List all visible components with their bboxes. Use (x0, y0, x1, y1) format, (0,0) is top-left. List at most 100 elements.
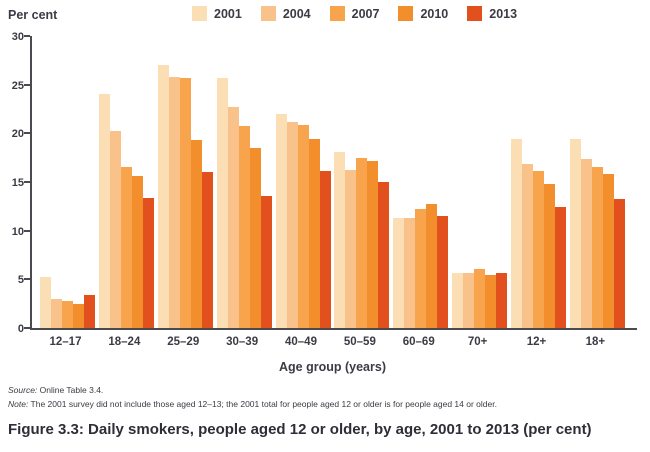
bar-group-70+ (452, 268, 508, 328)
source-label: Source: (8, 385, 38, 395)
bar-2007-12–17 (62, 300, 73, 328)
y-tick-mark-5 (24, 278, 30, 281)
x-tick-label-12+: 12+ (526, 336, 547, 348)
bar-2001-12+ (511, 139, 522, 328)
y-tick-label-20: 20 (11, 128, 24, 141)
bar-group-18+ (569, 139, 625, 328)
bar-2004-70+ (463, 272, 475, 328)
bar-2007-30–39 (238, 125, 250, 328)
x-axis-title: Age group (years) (279, 360, 386, 374)
bar-2013-12–17 (84, 294, 95, 328)
bar-2013-50–59 (378, 182, 390, 328)
bar-2010-18–24 (131, 176, 143, 328)
bar-2001-40–49 (275, 113, 287, 328)
x-tick-label-60–69: 60–69 (402, 336, 435, 348)
source-line: Source: Online Table 3.4. (8, 385, 103, 395)
bar-2001-70+ (452, 272, 464, 328)
bar-2013-60–69 (437, 216, 449, 328)
bar-2010-70+ (485, 274, 497, 328)
x-tick-label-25–29: 25–29 (167, 336, 200, 348)
bar-2013-12+ (555, 207, 566, 328)
bar-groups (32, 36, 637, 328)
y-tick-label-15: 15 (11, 177, 24, 189)
x-tick-label-18–24: 18–24 (108, 336, 141, 348)
legend-label-2007: 2007 (351, 6, 380, 21)
bar-2013-18+ (613, 198, 625, 328)
bar-2001-18+ (569, 139, 581, 328)
legend-item-2004: 2004 (260, 6, 311, 21)
chart-legend: 2001 2004 2007 2010 2013 (192, 6, 517, 21)
bar-2004-12–17 (51, 298, 62, 328)
bar-2010-25–29 (190, 140, 202, 328)
source-text: Online Table 3.4. (37, 385, 104, 395)
bar-2004-18+ (580, 158, 592, 328)
y-tick-label-25: 25 (11, 79, 24, 92)
bar-2001-50–59 (334, 151, 346, 328)
bar-2004-50–59 (345, 170, 357, 328)
y-tick-mark-30 (24, 35, 30, 37)
figure-caption: Figure 3.3: Daily smokers, people aged 1… (8, 421, 592, 438)
note-text: The 2001 survey did not include those ag… (28, 399, 497, 409)
bar-2001-25–29 (157, 65, 169, 328)
legend-label-2004: 2004 (282, 6, 311, 21)
bar-2013-18–24 (142, 197, 154, 328)
bar-2004-40–49 (286, 121, 298, 328)
bar-2013-25–29 (201, 172, 213, 328)
legend-item-2013: 2013 (467, 6, 517, 21)
bar-group-12+ (511, 139, 566, 328)
y-tick-mark-20 (24, 132, 30, 135)
bar-2010-60–69 (426, 204, 438, 328)
bar-2004-18–24 (109, 131, 121, 328)
legend-swatch-2001 (192, 6, 207, 21)
bar-group-18–24 (98, 94, 154, 328)
bar-2007-25–29 (179, 77, 191, 328)
note-label: Note: (8, 399, 29, 409)
legend-swatch-2004 (260, 6, 276, 21)
bar-2004-12+ (522, 163, 533, 328)
bar-group-30–39 (216, 77, 272, 328)
bar-2007-18–24 (120, 167, 132, 328)
bar-2007-60–69 (415, 209, 427, 328)
bar-2013-30–39 (260, 195, 272, 328)
legend-label-2013: 2013 (489, 6, 518, 21)
legend-label-2001: 2001 (214, 6, 242, 21)
y-tick-mark-15 (24, 181, 30, 183)
y-tick-label-30: 30 (11, 31, 24, 43)
bar-2001-60–69 (393, 218, 405, 328)
bar-2010-30–39 (249, 147, 261, 328)
bar-group-40–49 (275, 113, 331, 328)
note-line: Note: The 2001 survey did not include th… (8, 399, 497, 409)
x-tick-label-40–49: 40–49 (285, 336, 317, 348)
legend-label-2010: 2010 (420, 6, 449, 21)
bar-2007-50–59 (356, 157, 368, 328)
x-tick-label-12–17: 12–17 (49, 336, 82, 348)
y-tick-mark-25 (24, 83, 30, 86)
x-axis-labels: 12–17 18–24 25–29 30–39 40–49 50–59 60–69 70+ 12… (30, 336, 635, 348)
bar-2010-18+ (602, 174, 614, 328)
bar-2010-12+ (544, 183, 555, 328)
x-tick-label-30–39: 30–39 (226, 336, 259, 348)
bar-2007-40–49 (297, 124, 309, 328)
x-tick-label-50–59: 50–59 (343, 336, 376, 348)
y-tick-label-5: 5 (17, 274, 24, 287)
bar-2004-30–39 (227, 107, 239, 328)
bar-2001-18–24 (98, 94, 110, 328)
bar-group-50–59 (334, 151, 390, 328)
plot-area: 0 5 10 15 20 25 30 (12, 31, 637, 335)
bar-2010-50–59 (367, 160, 379, 328)
legend-swatch-2007 (329, 6, 345, 21)
bar-2010-40–49 (308, 139, 320, 328)
bar-group-60–69 (393, 204, 449, 328)
bar-2013-70+ (496, 272, 508, 328)
bar-2004-60–69 (404, 218, 416, 328)
y-tick-label-10: 10 (11, 225, 24, 238)
legend-swatch-2013 (467, 6, 483, 21)
bar-group-12–17 (40, 277, 95, 328)
bar-2001-30–39 (216, 77, 228, 328)
y-tick-label-0: 0 (17, 323, 24, 335)
x-tick-label-18+: 18+ (585, 336, 606, 348)
legend-item-2007: 2007 (329, 6, 380, 21)
bar-2010-12–17 (73, 303, 84, 328)
bar-2007-12+ (533, 171, 544, 328)
